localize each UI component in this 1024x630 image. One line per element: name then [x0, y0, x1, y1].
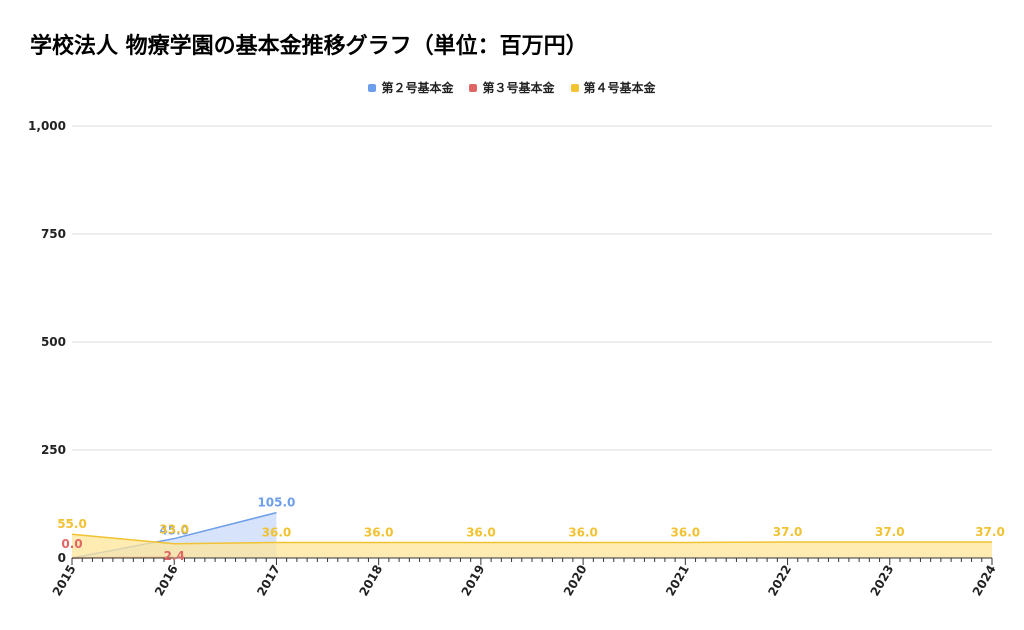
y-tick-label: 750	[41, 227, 66, 241]
x-tick-label: 2024	[970, 563, 999, 599]
x-tick-label: 2015	[50, 563, 79, 599]
x-tick-label: 2016	[152, 563, 181, 599]
x-tick-label: 2019	[459, 563, 488, 599]
y-tick-label: 0	[58, 551, 66, 565]
area-series-4	[72, 534, 992, 558]
legend-label-series-4: 第４号基本金	[583, 81, 656, 95]
data-label-series-4: 55.0	[57, 517, 87, 531]
chart-title: 学校法人 物療学園の基本金推移グラフ（単位：百万円）	[30, 34, 588, 59]
legend: 第２号基本金 第３号基本金 第４号基本金	[0, 79, 1024, 96]
data-label-series-4: 37.0	[875, 525, 905, 539]
y-tick-label: 1,000	[28, 119, 66, 133]
legend-swatch-series-2	[368, 83, 377, 92]
data-label-series-3: 2.4	[164, 549, 185, 563]
x-tick-label: 2017	[254, 563, 283, 599]
data-label-series-3: 0.0	[61, 537, 82, 551]
x-tick-label: 2020	[561, 563, 590, 599]
legend-label-series-3: 第３号基本金	[482, 81, 555, 95]
data-label-series-4: 33.0	[159, 523, 189, 537]
data-label-series-4: 36.0	[262, 525, 292, 539]
legend-swatch-series-4	[570, 83, 579, 92]
legend-item-series-4[interactable]: 第４号基本金	[570, 79, 656, 96]
line-series-4	[71, 533, 992, 545]
data-label-series-4: 36.0	[364, 525, 394, 539]
data-label-series-4: 36.0	[466, 525, 496, 539]
y-tick-label: 250	[41, 443, 66, 457]
x-tick-label: 2018	[356, 563, 385, 599]
legend-item-series-2[interactable]: 第２号基本金	[368, 79, 453, 96]
legend-swatch-series-3	[469, 83, 478, 92]
data-label-series-2: 105.0	[257, 496, 295, 510]
x-tick-label: 2021	[663, 563, 692, 599]
y-tick-label: 500	[41, 335, 66, 349]
data-label-series-4: 36.0	[568, 525, 598, 539]
data-label-series-4: 37.0	[773, 525, 803, 539]
x-tick-label: 2022	[765, 563, 794, 599]
data-label-series-4: 36.0	[671, 525, 701, 539]
legend-label-series-2: 第２号基本金	[381, 81, 454, 95]
data-label-series-4: 37.0	[975, 525, 1005, 539]
legend-item-series-3[interactable]: 第３号基本金	[469, 79, 555, 96]
data-label-series-2: 45.0	[159, 524, 189, 538]
x-tick-label: 2023	[868, 563, 897, 599]
